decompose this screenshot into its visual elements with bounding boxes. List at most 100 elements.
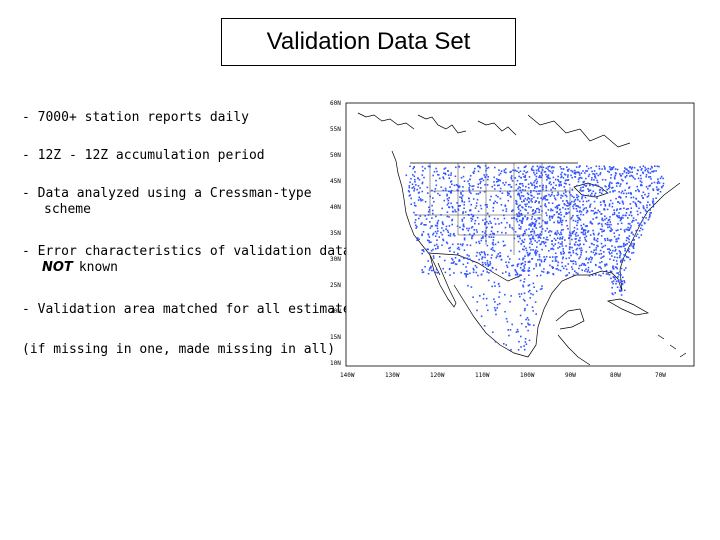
station-dot [548, 271, 550, 274]
station-dot [432, 197, 434, 199]
station-dot [537, 236, 540, 239]
station-dot [626, 256, 628, 258]
station-dot [505, 261, 507, 263]
station-dot [583, 264, 585, 266]
station-dot [537, 190, 540, 192]
station-dot [447, 202, 450, 204]
station-dot [546, 199, 549, 201]
station-dot [622, 203, 625, 205]
station-dot [534, 250, 536, 252]
station-dot [533, 181, 535, 184]
station-dot [567, 208, 569, 210]
station-dot [597, 245, 599, 248]
station-dot [612, 190, 614, 192]
station-dot [654, 165, 656, 167]
station-dot [586, 225, 588, 227]
bullet-station-reports: - 7000+ station reports daily [22, 110, 249, 126]
station-dot [580, 211, 583, 213]
longitude-label: 140W [340, 372, 355, 379]
station-dot [440, 186, 443, 188]
station-dot [578, 174, 581, 176]
station-dot [538, 235, 540, 237]
station-dot [540, 176, 543, 178]
station-dot [528, 206, 530, 208]
station-dot [590, 209, 593, 212]
station-dot [424, 265, 426, 268]
station-dot [596, 179, 598, 182]
station-dot [653, 170, 655, 172]
station-dot [572, 251, 575, 254]
station-dot [452, 262, 454, 264]
station-dot [446, 194, 448, 197]
station-dot [594, 207, 596, 210]
station-dot [558, 221, 561, 224]
station-dot [502, 245, 505, 247]
station-dot [570, 260, 572, 262]
station-dot [570, 233, 572, 235]
station-dot [492, 331, 494, 333]
station-dot [460, 197, 463, 199]
station-dot [628, 248, 630, 250]
station-dot [437, 174, 440, 176]
station-dot [533, 324, 535, 327]
station-dot [528, 246, 531, 249]
station-dot [584, 238, 587, 241]
station-dot [464, 211, 467, 213]
station-dot [435, 248, 437, 250]
station-dot [502, 240, 505, 243]
station-dot [538, 222, 541, 225]
station-dot [458, 186, 460, 189]
station-dot [428, 209, 431, 211]
station-dot [560, 168, 563, 170]
station-dot [494, 341, 497, 343]
station-dot [564, 208, 567, 210]
station-dot [455, 210, 457, 213]
station-dot [493, 306, 496, 309]
station-dot [453, 234, 456, 237]
station-dot [414, 219, 417, 221]
station-dot [541, 228, 544, 230]
station-dot [554, 243, 556, 245]
station-dot [473, 170, 476, 172]
station-dot [545, 173, 547, 176]
station-dot [645, 174, 648, 176]
station-dot [451, 205, 454, 208]
station-dot [523, 170, 525, 172]
station-dot [562, 250, 565, 252]
station-dot [595, 252, 597, 254]
station-dot [474, 167, 476, 170]
station-dot [602, 219, 605, 222]
station-dot [507, 255, 509, 258]
station-dot [528, 260, 531, 263]
station-dot [638, 224, 640, 227]
station-dot [650, 178, 652, 180]
station-dot [611, 245, 613, 247]
station-dot [427, 252, 430, 254]
station-dot [463, 207, 465, 210]
slide-title: Validation Data Set [266, 28, 471, 55]
station-dot [586, 170, 589, 172]
station-dot [475, 229, 478, 231]
station-dot [522, 270, 525, 272]
station-dot [619, 271, 621, 273]
station-dot [621, 280, 624, 283]
station-dot [522, 257, 524, 260]
station-dot [620, 175, 622, 177]
station-dot [559, 238, 561, 240]
station-dot [574, 238, 576, 240]
station-dot [520, 335, 522, 338]
station-dot [633, 243, 636, 246]
station-dot [649, 176, 652, 178]
station-dot [576, 228, 579, 230]
station-dot [580, 177, 583, 179]
station-dot [490, 257, 493, 259]
station-dot [630, 225, 632, 227]
station-dot [579, 237, 581, 239]
station-dot [615, 266, 618, 269]
station-dot [554, 198, 557, 201]
station-dot [570, 235, 572, 237]
station-dot [510, 186, 513, 188]
station-dot [538, 211, 540, 213]
station-dot [510, 348, 512, 351]
station-dot [583, 263, 585, 265]
